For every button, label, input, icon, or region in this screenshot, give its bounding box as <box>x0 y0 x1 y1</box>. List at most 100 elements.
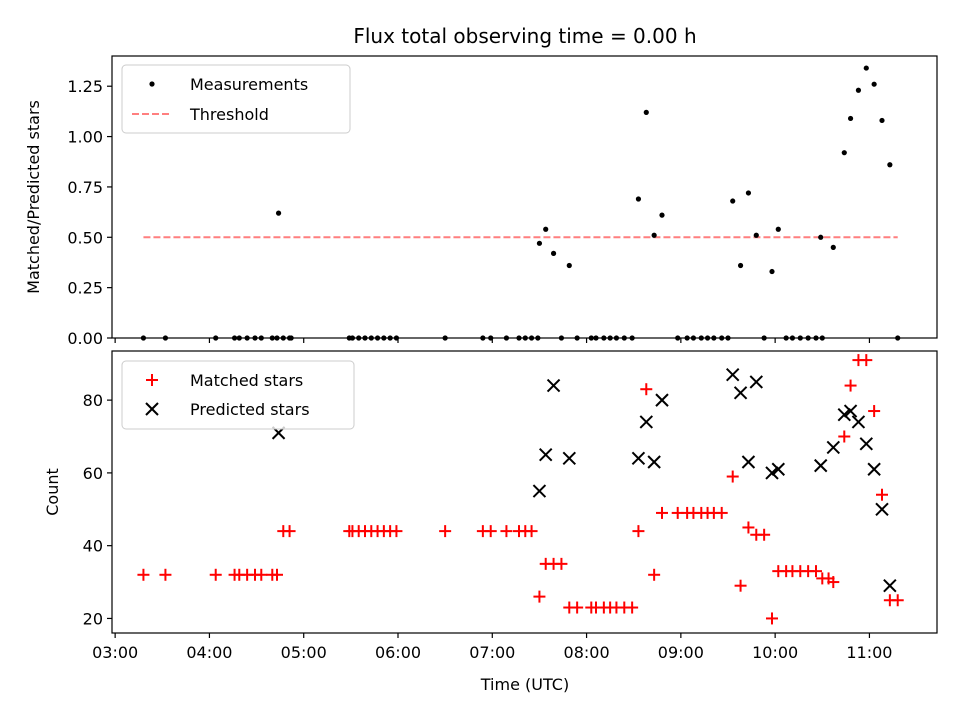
predicted-star-point <box>539 447 553 462</box>
measurement-point <box>566 262 572 269</box>
predicted-star-point <box>733 386 748 400</box>
matched-star-point <box>860 354 873 367</box>
bottom-x-tick-label: 04:00 <box>186 643 232 662</box>
matched-star-point <box>640 383 653 396</box>
matched-star-point <box>283 525 296 538</box>
measurement-point <box>775 226 781 232</box>
predicted-star-point <box>726 367 740 382</box>
matched-star-point <box>525 525 538 538</box>
matched-star-point <box>648 568 661 581</box>
bottom-x-axis: 03:00 04:00 05:00 06:00 07:00 08:00 09:00 10:00… <box>92 633 892 662</box>
matched-star-point <box>500 525 513 538</box>
matched-stars-series <box>137 354 904 625</box>
legend-measurements-label: Measurements <box>190 75 308 94</box>
bottom-y-tick-label: 20 <box>83 609 103 628</box>
matched-star-point <box>715 506 728 519</box>
matched-star-point <box>255 568 268 581</box>
measurement-point <box>753 232 759 238</box>
predicted-star-point <box>765 466 779 480</box>
bottom-y-axis-label: Count <box>43 468 62 516</box>
bottom-y-axis: 20 40 60 80 <box>83 391 112 628</box>
bottom-plot-frame <box>111 350 938 634</box>
predicted-star-point <box>843 404 858 418</box>
matched-star-point <box>484 525 497 538</box>
bottom-y-tick-label: 60 <box>83 464 103 483</box>
top-y-axis: 0.00 0.25 0.50 0.75 1.00 1.25 <box>67 77 112 348</box>
predicted-star-point <box>875 502 889 516</box>
matched-star-point <box>742 521 755 534</box>
bottom-x-tick-label: 03:00 <box>92 643 138 662</box>
predicted-star-point <box>631 451 646 466</box>
top-panel: Flux total observing time = 0.00 h 0.000… <box>24 24 938 348</box>
legend-measurements-marker <box>149 81 155 87</box>
bottom-x-tick-label: 10:00 <box>752 643 798 662</box>
measurement-point <box>643 109 649 115</box>
legend-predicted-marker <box>145 402 159 416</box>
matched-star-point <box>838 430 851 443</box>
matched-star-point <box>876 488 888 501</box>
measurement-point <box>863 65 869 71</box>
top-plot-frame <box>111 55 938 339</box>
matched-star-point <box>390 525 403 538</box>
bottom-x-axis-label: Time (UTC) <box>480 675 569 694</box>
predicted-star-point <box>639 415 653 429</box>
top-y-tick-label: 1.25 <box>67 77 103 96</box>
matched-star-point <box>271 568 283 581</box>
top-legend-box <box>121 64 351 134</box>
predicted-star-point <box>655 393 669 407</box>
bottom-x-tick-label: 06:00 <box>375 643 421 662</box>
predicted-star-point <box>562 451 576 466</box>
matched-star-point <box>844 379 857 392</box>
top-y-tick-label: 0.00 <box>67 329 103 348</box>
matched-star-point <box>656 506 668 519</box>
matched-star-point <box>766 612 778 625</box>
predicted-star-point <box>851 415 866 429</box>
matched-star-point <box>632 525 645 538</box>
legend-matched-label: Matched stars <box>190 371 303 390</box>
measurement-point <box>536 240 543 246</box>
measurement-point <box>730 198 736 204</box>
predicted-star-point <box>883 578 897 593</box>
bottom-y-tick-label: 40 <box>83 537 103 556</box>
measurement-point <box>855 87 862 93</box>
matched-star-point <box>533 590 546 603</box>
matched-star-point <box>159 568 172 581</box>
top-y-tick-label: 0.25 <box>67 279 103 298</box>
chart-title: Flux total observing time = 0.00 h <box>353 24 696 48</box>
measurement-point <box>550 250 557 256</box>
top-legend: Measurements Threshold <box>121 64 351 134</box>
predicted-star-point <box>859 437 873 451</box>
top-y-tick-label: 0.75 <box>67 178 103 197</box>
bottom-legend: Matched stars Predicted stars <box>121 360 355 430</box>
measurement-point <box>847 115 854 122</box>
matched-star-point <box>810 565 822 578</box>
bottom-x-tick-label: 07:00 <box>469 643 515 662</box>
top-y-tick-label: 0.50 <box>67 228 103 247</box>
predicted-star-point <box>826 440 840 455</box>
bottom-legend-box <box>121 360 355 430</box>
bottom-y-tick-label: 80 <box>83 391 103 410</box>
top-y-tick-label: 1.00 <box>67 128 103 147</box>
measurement-point <box>275 210 282 216</box>
legend-predicted-label: Predicted stars <box>190 400 310 419</box>
measurement-point <box>543 226 549 232</box>
bottom-x-tick-label: 11:00 <box>846 643 892 662</box>
legend-threshold-label: Threshold <box>189 105 269 124</box>
predicted-star-point <box>741 455 756 469</box>
matched-star-point <box>827 576 840 589</box>
measurement-point <box>745 190 752 196</box>
matched-star-point <box>555 557 568 570</box>
matched-star-point <box>734 579 747 592</box>
matched-star-point <box>209 568 222 581</box>
predicted-star-point <box>771 462 785 476</box>
matched-star-point <box>571 601 584 614</box>
legend-matched-marker <box>146 374 158 386</box>
matched-star-point <box>758 528 771 541</box>
measurement-point <box>818 234 824 240</box>
measurement-point <box>659 212 665 218</box>
predicted-star-point <box>546 378 561 393</box>
predicted-star-point <box>749 375 763 389</box>
matched-star-point <box>626 601 639 614</box>
